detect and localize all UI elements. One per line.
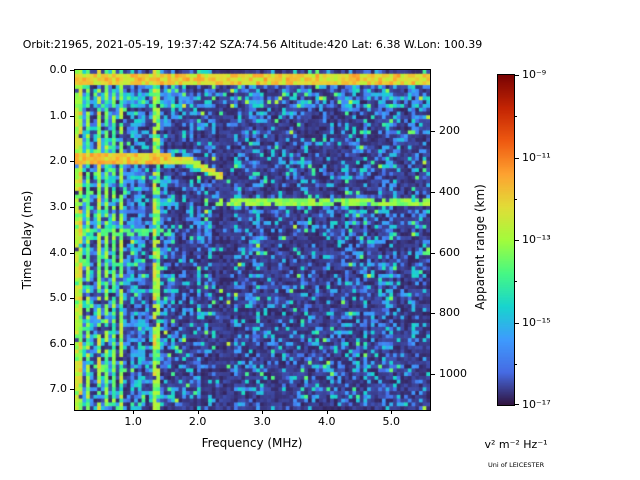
colorbar-tick-label: 10⁻⁹ [522, 68, 547, 81]
y-tick-label: 4.0 [49, 245, 68, 259]
x-tick-mark [391, 410, 393, 414]
x-tick-mark [326, 410, 328, 414]
x-tick-label: 2.0 [188, 415, 207, 428]
range-tick-label: 1000 [439, 367, 467, 381]
colorbar-tick-mark [515, 404, 519, 405]
y-tick-label: 3.0 [49, 199, 68, 213]
y-tick-label: 1.0 [49, 108, 68, 122]
colorbar-minor-tick-mark [515, 116, 517, 118]
x-tick-mark [133, 410, 135, 414]
x-tick-label: 3.0 [253, 415, 271, 428]
x-axis-label: Frequency (MHz) [201, 436, 303, 450]
y-tick-label: 2.0 [49, 154, 68, 168]
y-tick-mark [70, 70, 74, 71]
y-tick-label: 6.0 [49, 336, 68, 350]
range-tick-label: 800 [439, 306, 460, 320]
colorbar-tick-label: 10⁻¹¹ [522, 150, 551, 164]
x-tick-label: 4.0 [317, 415, 336, 428]
y-tick-mark [70, 298, 74, 300]
x-tick-label: 5.0 [382, 415, 401, 428]
range-tick-mark [431, 313, 435, 315]
credit-text: Uni of LEICESTER [488, 461, 545, 469]
y-tick-mark [70, 252, 74, 254]
colorbar-units: v² m⁻² Hz⁻¹ [484, 438, 548, 451]
range-tick-label: 200 [439, 123, 460, 137]
range-tick-label: 400 [439, 184, 460, 198]
y-tick-mark [70, 389, 74, 391]
range-tick-mark [431, 130, 435, 132]
colorbar-tick-mark [515, 240, 519, 241]
range-tick-mark [431, 374, 435, 376]
axes-frame [74, 69, 431, 411]
colorbar-tick-mark [515, 75, 519, 76]
y-tick-label: 0.0 [49, 63, 68, 76]
colorbar-tick-mark [515, 157, 519, 159]
colorbar-tick-mark [515, 322, 519, 324]
y-tick-mark [70, 161, 74, 163]
range-tick-label: 600 [439, 245, 460, 259]
colorbar-minor-tick-mark [515, 281, 517, 283]
y-tick-mark [70, 343, 74, 345]
colorbar [498, 75, 514, 405]
plot-title: Orbit:21965, 2021-05-19, 19:37:42 SZA:74… [22, 38, 483, 51]
x-tick-label: 1.0 [124, 415, 142, 428]
range-tick-mark [431, 191, 435, 193]
colorbar-tick-label: 10⁻¹⁷ [522, 398, 551, 411]
colorbar-minor-tick-mark [515, 363, 517, 365]
colorbar-tick-label: 10⁻¹³ [522, 233, 551, 246]
colorbar-minor-tick-mark [515, 198, 517, 200]
y-tick-label: 5.0 [49, 291, 68, 305]
y-tick-label: 7.0 [49, 382, 68, 396]
x-tick-mark [262, 410, 264, 414]
y-tick-mark [70, 115, 74, 117]
range-tick-mark [431, 252, 435, 254]
colorbar-tick-label: 10⁻¹⁵ [522, 315, 551, 329]
y-tick-mark [70, 206, 74, 208]
spectrogram-heatmap [75, 70, 430, 410]
colorbar-frame [497, 74, 515, 406]
y-axis-label-left: Time Delay (ms) [20, 190, 34, 290]
x-tick-mark [197, 410, 199, 414]
